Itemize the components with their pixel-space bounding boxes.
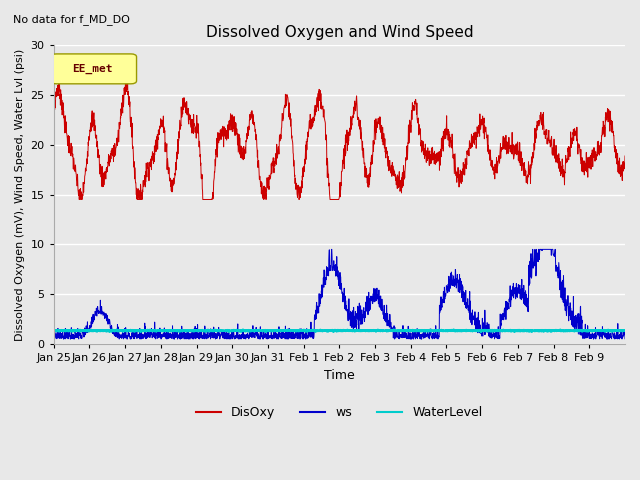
WaterLevel	[528, 329, 536, 335]
DisOxy	[50, 105, 58, 111]
WaterLevel	[107, 327, 115, 333]
DisOxy	[512, 144, 520, 149]
DisOxy	[621, 153, 629, 159]
DisOxy	[107, 156, 115, 162]
Legend: DisOxy, ws, WaterLevel: DisOxy, ws, WaterLevel	[191, 401, 488, 424]
WaterLevel	[512, 328, 520, 334]
WaterLevel	[621, 327, 629, 333]
Line: ws: ws	[54, 250, 625, 339]
WaterLevel	[390, 327, 397, 333]
ws	[230, 336, 238, 342]
DisOxy	[544, 135, 552, 141]
ws	[544, 247, 552, 252]
ws	[374, 298, 382, 303]
Title: Dissolved Oxygen and Wind Speed: Dissolved Oxygen and Wind Speed	[205, 24, 473, 39]
DisOxy	[230, 127, 238, 133]
WaterLevel	[544, 328, 552, 334]
ws	[621, 336, 629, 342]
ws	[50, 332, 58, 338]
Text: EE_met: EE_met	[72, 63, 113, 73]
Text: No data for f_MD_DO: No data for f_MD_DO	[13, 14, 130, 25]
ws	[328, 247, 335, 252]
WaterLevel	[230, 328, 238, 334]
DisOxy	[614, 159, 621, 165]
WaterLevel	[614, 327, 621, 333]
DisOxy	[76, 197, 83, 203]
DisOxy	[374, 116, 382, 121]
WaterLevel	[374, 327, 381, 333]
DisOxy	[124, 76, 131, 82]
ws	[177, 336, 184, 342]
Line: WaterLevel: WaterLevel	[54, 330, 625, 332]
ws	[614, 336, 621, 342]
Y-axis label: Dissolved Oxygen (mV), Wind Speed, Water Lvl (psi): Dissolved Oxygen (mV), Wind Speed, Water…	[15, 48, 25, 341]
X-axis label: Time: Time	[324, 369, 355, 382]
Line: DisOxy: DisOxy	[54, 79, 625, 200]
WaterLevel	[50, 328, 58, 334]
ws	[512, 287, 520, 292]
ws	[107, 325, 115, 331]
FancyBboxPatch shape	[51, 54, 136, 84]
